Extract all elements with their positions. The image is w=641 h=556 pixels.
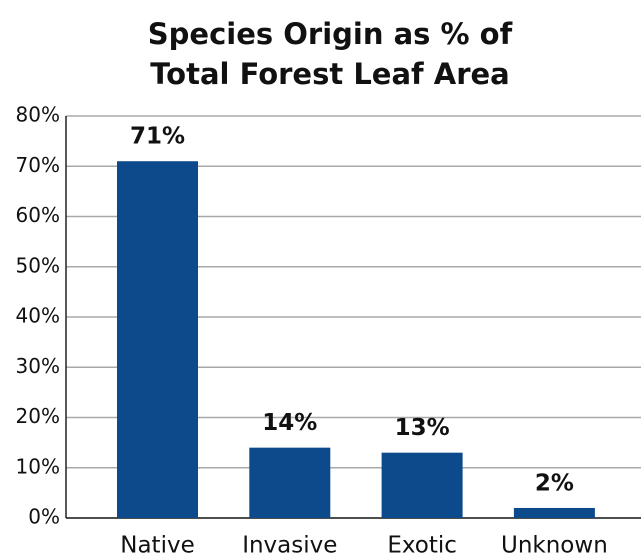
chart-title: Species Origin as % of Total Forest Leaf… — [147, 17, 513, 91]
y-tick-label: 50% — [16, 253, 60, 277]
y-tick-label: 20% — [16, 404, 60, 428]
data-label: 14% — [262, 410, 317, 436]
x-tick-label: Invasive — [242, 533, 337, 556]
bar — [513, 507, 595, 518]
bar — [117, 161, 198, 518]
y-tick-label: 0% — [28, 505, 60, 529]
data-label: 13% — [395, 415, 450, 441]
y-tick-label: 80% — [16, 103, 60, 127]
y-tick-label: 40% — [16, 304, 60, 328]
bar — [381, 452, 463, 518]
y-tick-label: 30% — [16, 354, 60, 378]
y-tick-label: 70% — [16, 153, 60, 177]
bar — [249, 447, 331, 518]
y-tick-label: 10% — [16, 454, 60, 478]
x-tick-label: Exotic — [387, 533, 457, 556]
x-tick-label: Unknown — [501, 533, 608, 556]
y-tick-label: 60% — [16, 203, 60, 227]
data-label: 2% — [535, 470, 574, 496]
x-tick-label: Native — [120, 533, 194, 556]
data-label: 71% — [130, 124, 185, 150]
